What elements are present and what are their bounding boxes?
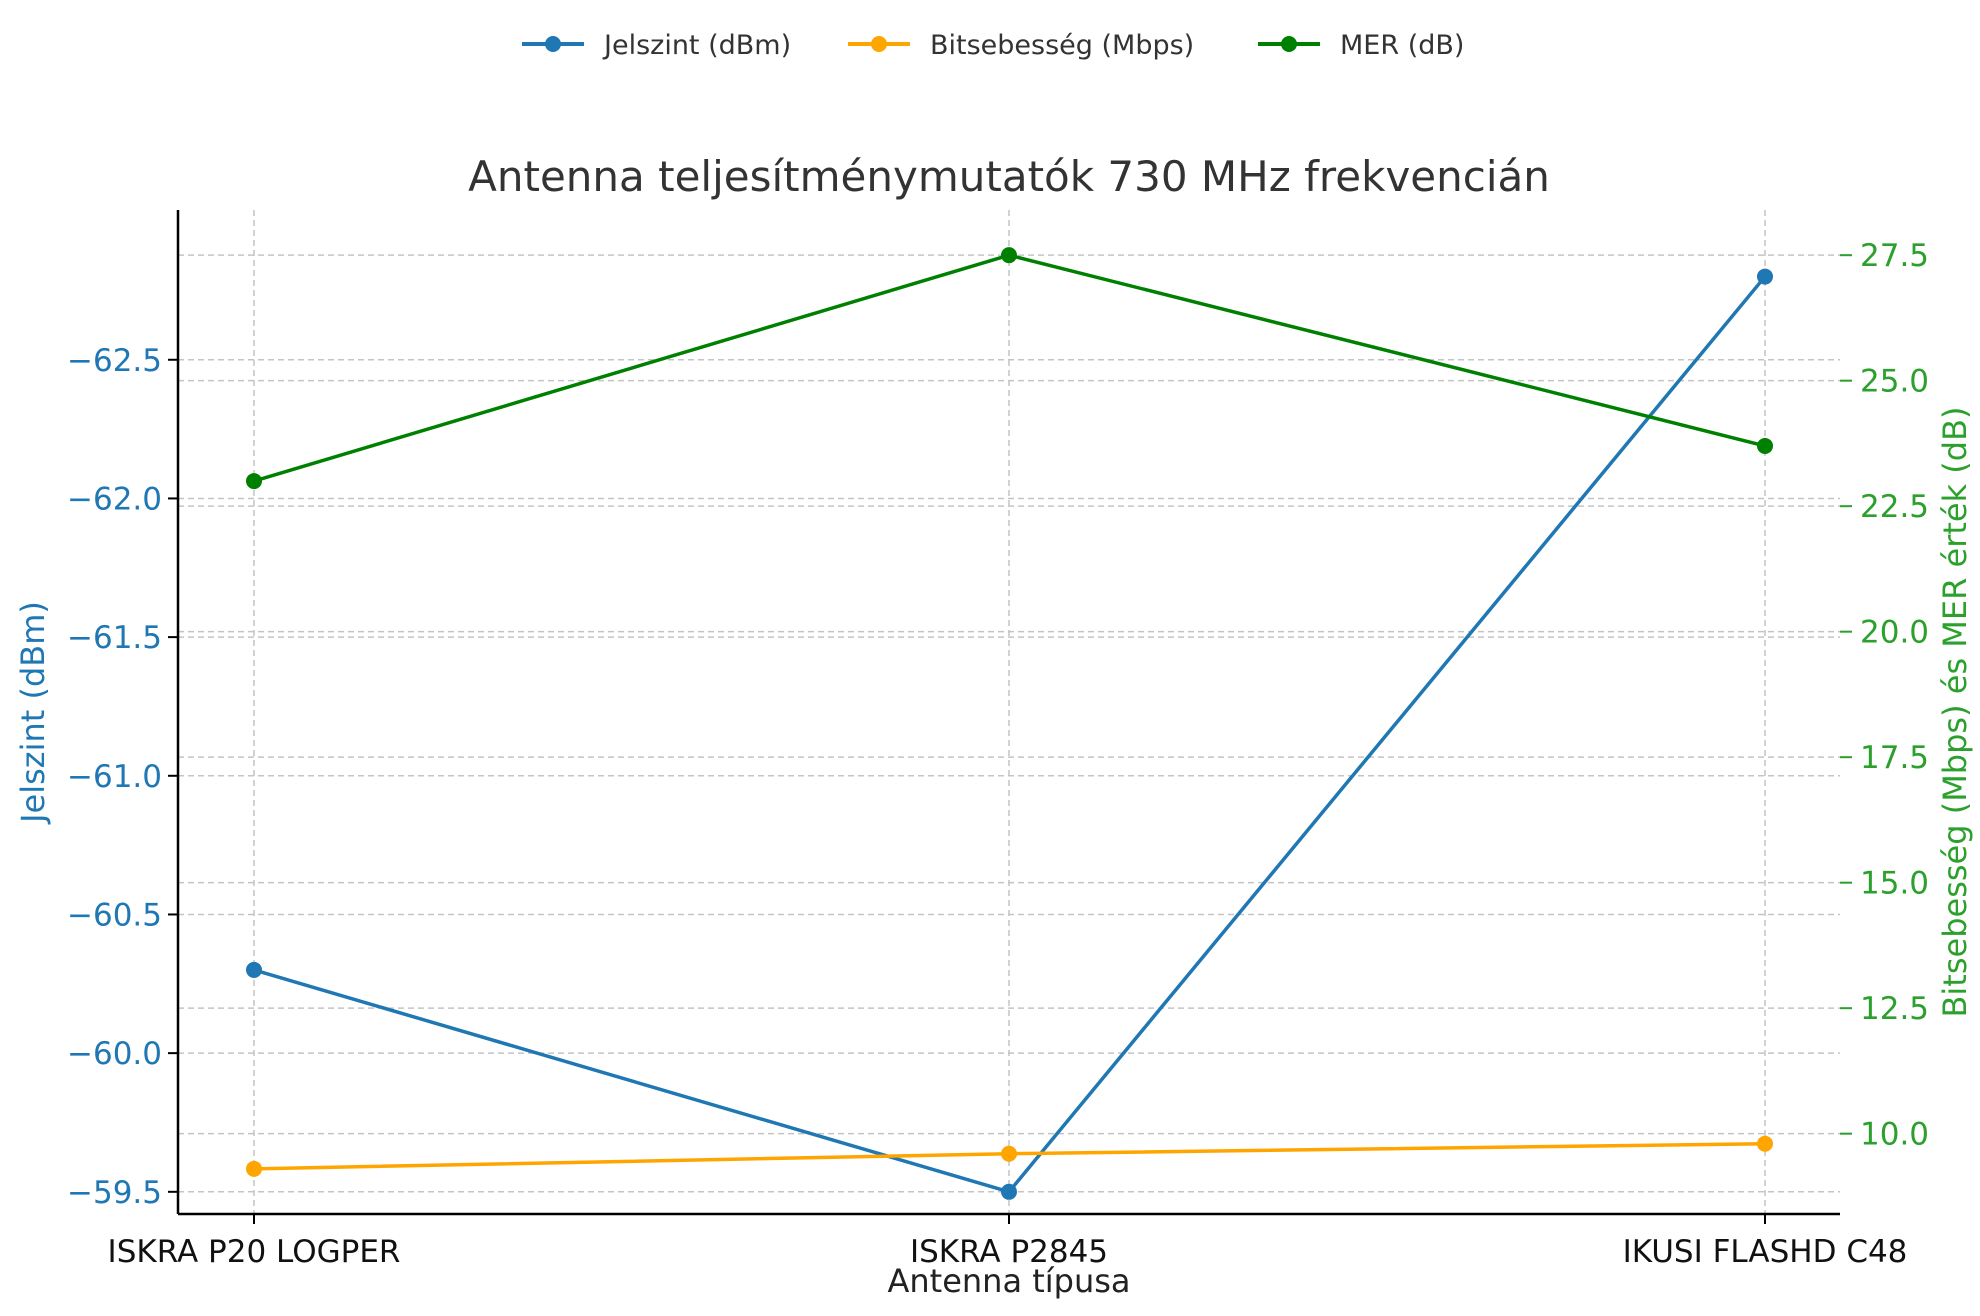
y-right-tick-label: 20.0 [1860, 615, 1929, 651]
y-axis-right-title: Bitsebesség (Mbps) és MER érték (dB) [1936, 406, 1974, 1017]
series-0-point-0 [246, 961, 262, 978]
y-right-tick-label: 17.5 [1860, 740, 1929, 776]
y-left-tick-label: −61.0 [67, 759, 162, 795]
y-right-tick-label: 27.5 [1860, 238, 1929, 274]
legend-label-1: Bitsebesség (Mbps) [930, 30, 1194, 61]
y-left-tick-label: −61.5 [67, 620, 162, 656]
series-0-point-2 [1757, 268, 1773, 285]
legend-label-0: Jelszint (dBm) [602, 30, 791, 61]
y-right-tick-label: 25.0 [1860, 364, 1929, 400]
series-1-point-1 [1001, 1145, 1017, 1162]
legend-swatch-marker-1 [871, 36, 887, 52]
axes: −62.5 −62.0 −61.5 −61.0 −60.5 −60.0 −59.5 10.0 1… [67, 210, 1929, 1270]
chart-title: Antenna teljesítménymutatók 730 MHz frek… [468, 152, 1550, 201]
y-left-tick-label: −60.0 [67, 1036, 162, 1072]
y-right-tick-label: 12.5 [1860, 991, 1929, 1027]
series-1-point-2 [1757, 1135, 1773, 1152]
y-left-tick-label: −59.5 [67, 1175, 162, 1211]
series-1-point-0 [246, 1160, 262, 1177]
series-0-point-1 [1001, 1183, 1017, 1200]
y-left-tick-label: −60.5 [67, 897, 162, 933]
y-left-tick-label: −62.0 [67, 481, 162, 517]
y-axis-left-title: Jelszint (dBm) [14, 601, 52, 825]
grid [178, 210, 1840, 1214]
x-tick-label: ISKRA P20 LOGPER [108, 1234, 401, 1270]
y-right-tick-label: 15.0 [1860, 866, 1929, 902]
legend-label-2: MER (dB) [1340, 30, 1464, 61]
series-2-point-1 [1001, 247, 1017, 264]
series-line-2 [253, 253, 1766, 483]
series-layer [246, 247, 1773, 1200]
series-2-point-0 [246, 473, 262, 490]
legend-swatch-marker-2 [1281, 36, 1297, 52]
y-right-tick-label: 22.5 [1860, 489, 1929, 525]
x-axis-title: Antenna típusa [887, 1262, 1130, 1300]
x-tick-label: ISKRA P2845 [910, 1234, 1108, 1270]
legend-swatch-marker-0 [545, 36, 561, 52]
series-2-point-2 [1757, 437, 1773, 454]
y-right-tick-label: 10.0 [1860, 1117, 1929, 1153]
y-left-tick-label: −62.5 [67, 343, 162, 379]
x-tick-label: IKUSI FLASHD C48 [1623, 1234, 1908, 1270]
legend: Jelszint (dBm) Bitsebesség (Mbps) MER (dB) [522, 30, 1464, 61]
